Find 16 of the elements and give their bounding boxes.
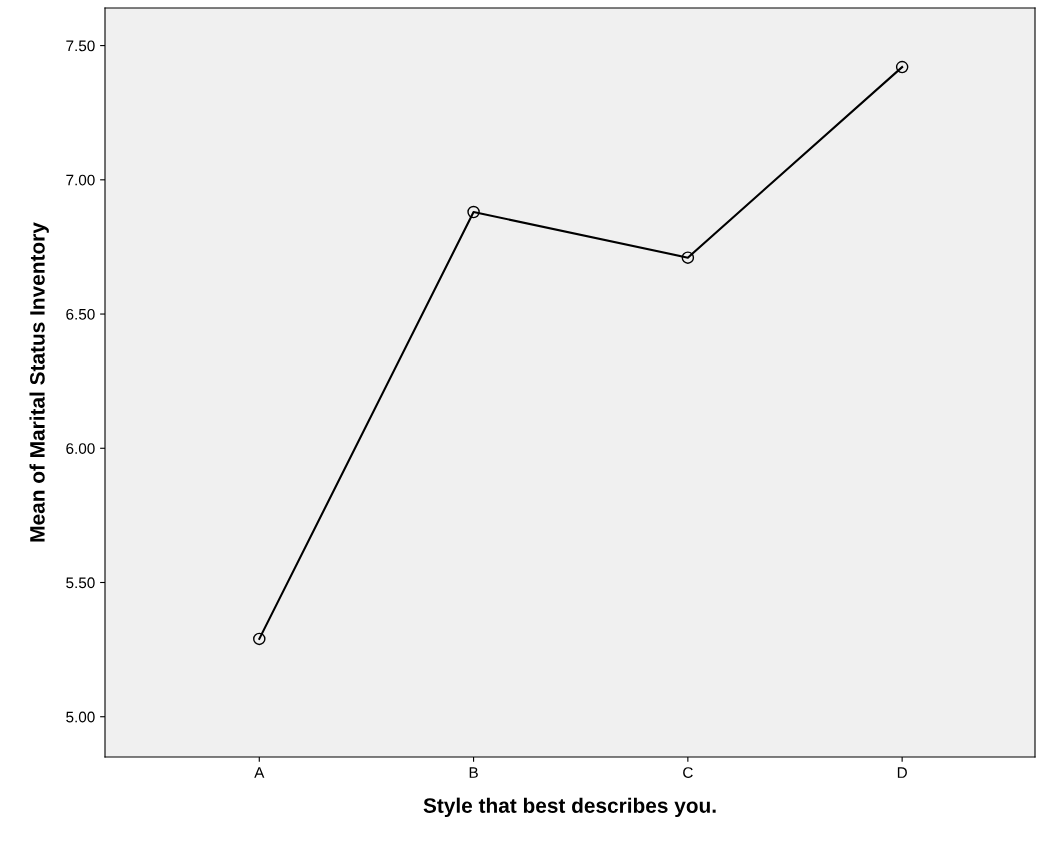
y-tick-label: 7.50: [66, 40, 95, 52]
x-tick-label: D: [897, 767, 907, 778]
point: [253, 632, 266, 646]
y-tick-label: 6.50: [66, 308, 95, 320]
point: [895, 60, 909, 74]
y-tick-label: 7.00: [66, 174, 95, 186]
x-tick-label: A: [254, 767, 265, 778]
point: [467, 205, 480, 219]
x-tick-label: B: [469, 767, 478, 778]
y-axis-title: Mean of Marital Status Inventory: [29, 222, 49, 542]
x-axis-title: Style that best describes you.: [423, 797, 716, 818]
point: [681, 251, 695, 264]
x-tick-label: C: [683, 767, 693, 778]
y-tick-label: 5.50: [66, 577, 95, 589]
y-tick-label: 6.00: [66, 443, 95, 454]
y-tick-label: 5.00: [66, 711, 95, 723]
